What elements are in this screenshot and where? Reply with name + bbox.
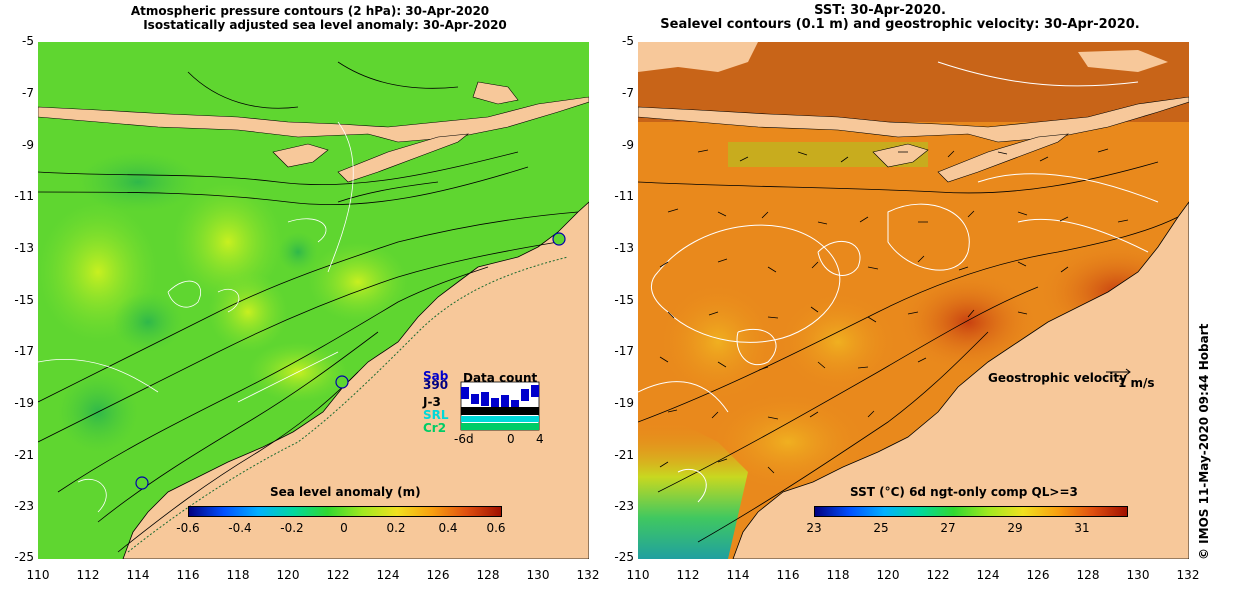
y-tick: -23 [614,499,634,513]
x-tick: 120 [876,568,900,582]
sealevel-contours-black [638,161,1179,543]
geostrophic-velocity-label: Geostrophic velocity [988,371,1127,385]
imos-copyright: © IMOS 11-May-2020 09:44 Hobart [1197,323,1211,560]
x-tick: 126 [1026,568,1050,582]
data-count-title: Data count [463,371,538,385]
x-tick: 122 [926,568,950,582]
data-count-x-tick: 4 [536,432,544,446]
x-tick: 124 [976,568,1000,582]
colorbar-tick: 25 [873,521,889,535]
y-tick: -21 [14,448,34,462]
colorbar-tick: 23 [806,521,822,535]
y-tick: -9 [22,138,34,152]
data-count-x-tick: -6d [454,432,474,446]
right-title-line2: Sealevel contours (0.1 m) and geostrophi… [660,17,1140,32]
x-tick: 132 [1176,568,1200,582]
colorbar-tick: 0.2 [386,521,406,535]
y-tick: -7 [622,86,634,100]
colorbar-tick: -0.2 [280,521,304,535]
sealevel-contours-white [638,61,1159,503]
pressure-contours [38,61,579,553]
y-tick: -9 [622,138,634,152]
sea-level-anomaly-map [38,42,589,559]
y-tick: -13 [614,241,634,255]
y-tick: -15 [14,293,34,307]
sla-white-contours [38,121,354,513]
data-count-inset [460,381,540,431]
sst-colorbar-label: SST (°C) 6d ngt-only comp QL>=3 [850,485,1078,499]
x-tick: 122 [326,568,350,582]
satellite-label: 390 [423,378,449,392]
y-tick: -23 [14,499,34,513]
y-tick: -11 [14,189,34,203]
x-tick: 116 [776,568,800,582]
satellite-label: Cr2 [423,421,447,435]
left-title-line2: Isostatically adjusted sea level anomaly… [143,18,507,32]
x-tick: 132 [576,568,600,582]
y-tick: -13 [14,241,34,255]
colorbar-tick: 0 [340,521,348,535]
x-tick: 110 [626,568,650,582]
right-title-line1: SST: 30-Apr-2020. [814,3,946,18]
x-tick: 110 [26,568,50,582]
satellite-label: Sab [423,369,449,383]
sla-colorbar [188,506,502,517]
timor-island [337,133,469,183]
data-count-x-tick: 0 [507,432,515,446]
australia-land [732,201,1189,559]
sst-colorbar [814,506,1128,517]
y-tick: -17 [614,344,634,358]
x-tick: 126 [426,568,450,582]
x-tick: 112 [676,568,700,582]
y-tick: -19 [614,396,634,410]
y-tick: -25 [614,550,634,564]
x-tick: 114 [726,568,750,582]
x-tick: 114 [126,568,150,582]
velocity-legend-arrow [1106,368,1131,376]
sst-map [638,42,1189,559]
y-tick: -21 [614,448,634,462]
left-title-line1: Atmospheric pressure contours (2 hPa): 3… [130,4,490,18]
tide-gauge-marker [552,232,566,246]
velocity-scale-label: 1 m/s [1118,376,1155,390]
x-tick: 120 [276,568,300,582]
y-tick: -19 [14,396,34,410]
y-tick: -11 [614,189,634,203]
colorbar-tick: -0.4 [228,521,252,535]
colorbar-tick: 0.4 [438,521,458,535]
x-tick: 128 [476,568,500,582]
y-tick: -17 [14,344,34,358]
satellite-label: J-3 [423,395,441,409]
java-nusa-tenggara-land [38,96,589,143]
x-tick: 124 [376,568,400,582]
y-tick: -7 [22,86,34,100]
colorbar-tick: 31 [1074,521,1090,535]
x-tick: 128 [1076,568,1100,582]
tide-gauge-marker [135,476,149,490]
sumba-island [272,143,329,168]
y-tick: -5 [22,34,34,48]
colorbar-tick: 29 [1007,521,1023,535]
y-tick: -15 [614,293,634,307]
geostrophic-velocity-arrows [659,148,1129,474]
x-tick: 112 [76,568,100,582]
colorbar-tick: 0.6 [486,521,506,535]
colorbar-tick: -0.6 [176,521,200,535]
java-nusa-tenggara-land [638,96,1189,143]
y-tick: -25 [14,550,34,564]
sst-map-svg [638,42,1189,559]
timor-island [937,133,1069,183]
sumba-island [872,143,929,168]
sla-map-svg [38,42,589,559]
x-tick: 116 [176,568,200,582]
x-tick: 118 [826,568,850,582]
satellite-label: SRL [423,408,449,422]
x-tick: 130 [1126,568,1150,582]
x-tick: 130 [526,568,550,582]
sla-colorbar-label: Sea level anomaly (m) [270,485,421,499]
y-tick: -5 [622,34,634,48]
x-tick: 118 [226,568,250,582]
colorbar-tick: 27 [940,521,956,535]
tide-gauge-marker [335,375,349,389]
